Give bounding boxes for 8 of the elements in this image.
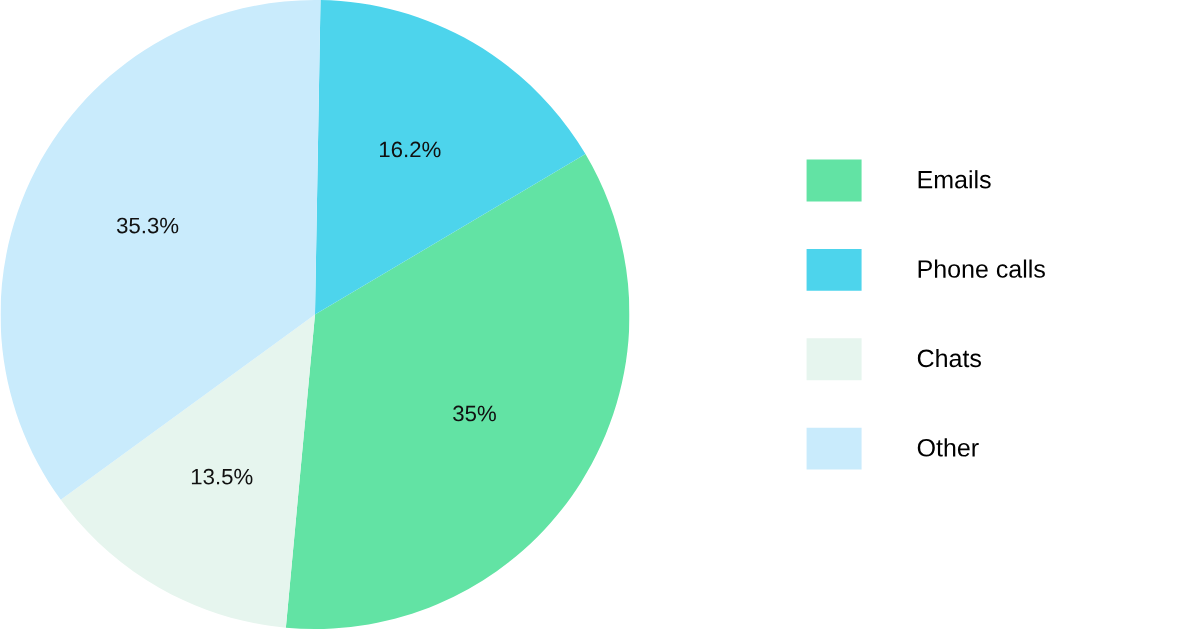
data-label: 16.2% xyxy=(380,141,441,158)
legend-label: Chats xyxy=(917,348,981,368)
legend-label: Other xyxy=(917,438,979,457)
legend-label: Phone calls xyxy=(918,259,1045,278)
data-label: 13.5% xyxy=(191,468,253,485)
data-label: 35.3% xyxy=(116,217,179,234)
data-label: 35% xyxy=(453,405,496,422)
legend-label: Emails xyxy=(918,170,991,189)
